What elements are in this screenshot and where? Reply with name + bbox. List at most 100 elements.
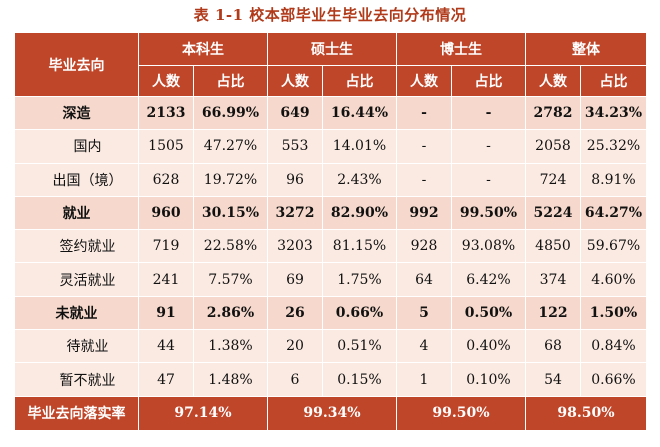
cell-count: 96 xyxy=(267,162,323,197)
row-label: 签约就业 xyxy=(14,229,139,264)
cell-count: 4 xyxy=(396,329,452,364)
cell-count: 91 xyxy=(138,295,194,331)
footer-value-doctor: 99.50% xyxy=(396,395,526,431)
cell-count: 20 xyxy=(267,329,323,364)
row-label: 未就业 xyxy=(14,295,139,331)
cell-count: 54 xyxy=(525,362,581,397)
footer-label: 毕业去向落实率 xyxy=(14,395,139,431)
cell-ratio: 22.58% xyxy=(193,229,268,264)
cell-ratio: 8.91% xyxy=(580,162,647,197)
footer-value-overall: 98.50% xyxy=(525,395,647,431)
cell-ratio: 4.60% xyxy=(580,262,647,297)
cell-count: 719 xyxy=(138,229,194,264)
cell-count: 5 xyxy=(396,295,452,331)
header-group-doctor: 博士生 xyxy=(396,32,526,66)
footer-row: 毕业去向落实率 97.14% 99.34% 99.50% 98.50% xyxy=(14,395,647,431)
table-row: 未就业 91 2.86% 26 0.66% 5 0.50% 122 1.50% xyxy=(14,295,647,331)
table-caption: 表 1-1 校本部毕业生毕业去向分布情况 xyxy=(193,6,467,24)
cell-count: 928 xyxy=(396,229,452,264)
header-row-label: 毕业去向 xyxy=(14,32,139,97)
cell-count: 628 xyxy=(138,162,194,197)
cell-count: 26 xyxy=(267,295,323,331)
table-row: 就业 960 30.15% 3272 82.90% 992 99.50% 5224 64.27% xyxy=(14,195,647,231)
cell-ratio: 0.50% xyxy=(451,295,526,331)
cell-ratio: 0.66% xyxy=(322,295,397,331)
row-label: 待就业 xyxy=(14,329,139,364)
cell-count: 553 xyxy=(267,129,323,164)
cell-ratio: - xyxy=(451,95,526,131)
header-row-sub: 人数 占比 人数 占比 人数 占比 人数 占比 xyxy=(15,65,647,97)
table-row: 签约就业 719 22.58% 3203 81.15% 928 93.08% 4850 59.6… xyxy=(14,229,647,264)
cell-ratio: 82.90% xyxy=(322,195,397,231)
header-ratio: 占比 xyxy=(193,65,268,97)
header-count: 人数 xyxy=(396,65,452,97)
header-group-undergrad: 本科生 xyxy=(138,32,268,66)
cell-count: 2133 xyxy=(138,95,194,131)
cell-count: 649 xyxy=(267,95,323,131)
cell-ratio: 66.99% xyxy=(193,95,268,131)
table-row: 出国（境） 628 19.72% 96 2.43% - -724 8.91% xyxy=(14,162,647,197)
cell-ratio: 2.86% xyxy=(193,295,268,331)
row-label: 国内 xyxy=(14,129,139,164)
graduate-destination-table: 毕业去向 本科生 硕士生 博士生 整体 人数 占比 人数 占比 人数 占比 人数… xyxy=(14,32,647,431)
cell-count: 69 xyxy=(267,262,323,297)
cell-ratio: - xyxy=(451,129,526,164)
cell-ratio: 1.38% xyxy=(193,329,268,364)
row-label: 暂不就业 xyxy=(14,362,139,397)
table-row: 暂不就业 47 1.48% 6 0.15% 1 0.10% 54 0.66% xyxy=(14,362,647,397)
header-ratio: 占比 xyxy=(322,65,397,97)
cell-ratio: 0.15% xyxy=(322,362,397,397)
cell-ratio: 30.15% xyxy=(193,195,268,231)
cell-count: 1505 xyxy=(138,129,194,164)
cell-ratio: 25.32% xyxy=(580,129,647,164)
cell-ratio: 64.27% xyxy=(580,195,647,231)
header-count: 人数 xyxy=(138,65,194,97)
footer-value-undergrad: 97.14% xyxy=(138,395,268,431)
table-row: 国内 1505 47.27% 553 14.01% - -2058 25.32% xyxy=(14,129,647,164)
cell-ratio: 7.57% xyxy=(193,262,268,297)
footer-value-master: 99.34% xyxy=(267,395,397,431)
cell-count: 64 xyxy=(396,262,452,297)
cell-count: 4850 xyxy=(525,229,581,264)
table-body: 深造 2133 66.99% 649 16.44% - -2782 34.23% 国内 1505 4… xyxy=(14,95,647,397)
header-count: 人数 xyxy=(267,65,323,97)
cell-ratio: - xyxy=(451,162,526,197)
table-row: 灵活就业 241 7.57% 69 1.75% 64 6.42% 374 4.60% xyxy=(14,262,647,297)
cell-count: 44 xyxy=(138,329,194,364)
cell-ratio: 6.42% xyxy=(451,262,526,297)
table-row: 待就业 44 1.38% 20 0.51% 4 0.40% 68 0.84% xyxy=(14,329,647,364)
cell-count: 3203 xyxy=(267,229,323,264)
cell-ratio: 0.10% xyxy=(451,362,526,397)
cell-count: - xyxy=(396,95,452,131)
cell-ratio: 14.01% xyxy=(322,129,397,164)
header-group-overall: 整体 xyxy=(525,32,647,66)
row-label: 灵活就业 xyxy=(14,262,139,297)
cell-ratio: 0.51% xyxy=(322,329,397,364)
row-label: 就业 xyxy=(14,195,139,231)
cell-count: 122 xyxy=(525,295,581,331)
cell-count: 5224 xyxy=(525,195,581,231)
cell-ratio: 93.08% xyxy=(451,229,526,264)
cell-count: 374 xyxy=(525,262,581,297)
cell-ratio: 0.66% xyxy=(580,362,647,397)
row-label: 出国（境） xyxy=(14,162,139,197)
cell-count: 992 xyxy=(396,195,452,231)
cell-count: 960 xyxy=(138,195,194,231)
cell-ratio: 1.75% xyxy=(322,262,397,297)
cell-ratio: 1.50% xyxy=(580,295,647,331)
cell-count: 1 xyxy=(396,362,452,397)
table-row: 深造 2133 66.99% 649 16.44% - -2782 34.23% xyxy=(14,95,647,131)
cell-ratio: 2.43% xyxy=(322,162,397,197)
cell-count: 3272 xyxy=(267,195,323,231)
cell-count: 47 xyxy=(138,362,194,397)
cell-ratio: 47.27% xyxy=(193,129,268,164)
header-row-groups: 毕业去向 本科生 硕士生 博士生 整体 xyxy=(14,32,647,97)
cell-ratio: 0.40% xyxy=(451,329,526,364)
header-count: 人数 xyxy=(525,65,581,97)
cell-ratio: 99.50% xyxy=(451,195,526,231)
cell-ratio: 1.48% xyxy=(193,362,268,397)
cell-ratio: 19.72% xyxy=(193,162,268,197)
cell-count: 241 xyxy=(138,262,194,297)
cell-ratio: 0.84% xyxy=(580,329,647,364)
cell-ratio: 34.23% xyxy=(580,95,647,131)
